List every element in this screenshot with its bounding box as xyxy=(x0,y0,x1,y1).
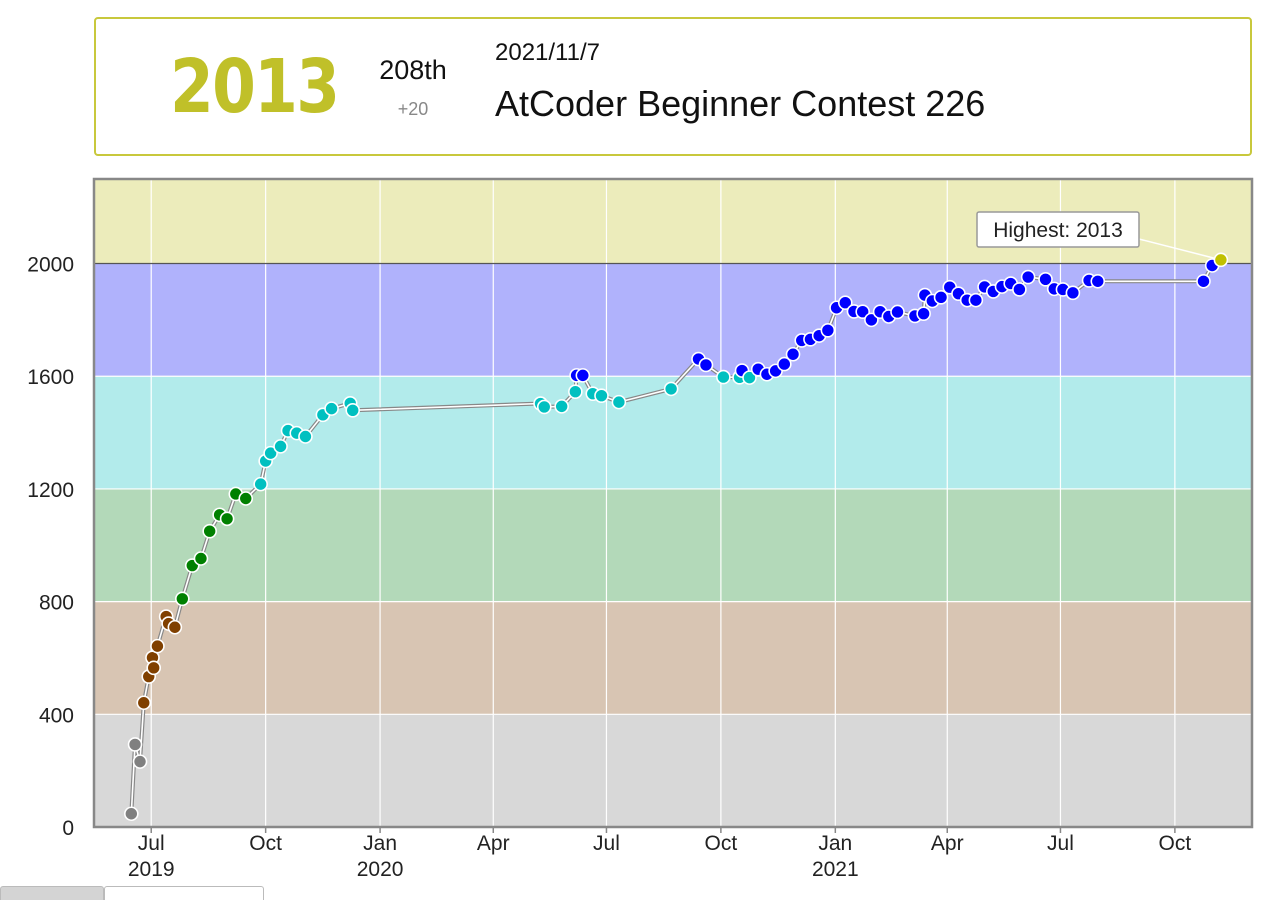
rating-point xyxy=(742,370,757,385)
rating-point xyxy=(298,429,313,444)
plot-frame xyxy=(92,177,1254,829)
x-tick-label: Apr xyxy=(477,832,510,855)
rating-point xyxy=(1038,271,1053,287)
rating-point xyxy=(777,356,792,372)
y-tick-label: 1200 xyxy=(27,479,74,502)
rating-point xyxy=(536,399,552,415)
x-tick-label: Jan xyxy=(818,832,852,855)
rating-band-brown xyxy=(94,601,1252,715)
bottom-tab-strip xyxy=(0,886,264,900)
y-tick-label: 0 xyxy=(62,817,74,840)
highest-tooltip-label: Highest: 2013 xyxy=(993,219,1123,242)
y-tick-label: 2000 xyxy=(27,254,74,277)
x-tick-label: Jul xyxy=(1047,832,1074,855)
rating-point xyxy=(124,806,139,822)
rating-point xyxy=(202,523,217,539)
rating-point xyxy=(1012,282,1027,297)
tab-right[interactable] xyxy=(104,886,264,900)
rating-point xyxy=(193,551,209,566)
x-tick-label: Jul xyxy=(593,832,620,855)
contest-rank: 208th xyxy=(379,55,447,85)
rating-point xyxy=(167,619,183,635)
x-tick-label: Oct xyxy=(705,832,738,855)
rating-point xyxy=(263,445,278,461)
rating-point xyxy=(146,660,162,676)
x-tick-label: Jan xyxy=(363,832,397,855)
rating-point xyxy=(785,346,801,362)
y-tick-label: 1600 xyxy=(27,366,74,389)
y-tick-label: 400 xyxy=(39,704,74,727)
highest-tooltip-box xyxy=(976,211,1140,248)
y-tick-label: 800 xyxy=(39,592,74,615)
rating-point xyxy=(150,638,165,654)
rating-point xyxy=(568,384,583,400)
x-tick-label: Jul xyxy=(138,832,165,855)
contest-date: 2021/11/7 xyxy=(495,39,600,66)
rating-point xyxy=(594,388,609,403)
rating-point xyxy=(127,737,143,752)
contest-summary-card: 2013 208th +20 2021/11/7 AtCoder Beginne… xyxy=(94,17,1252,156)
rating-point xyxy=(253,476,268,492)
rating-point xyxy=(716,369,731,385)
rating-point xyxy=(219,511,235,527)
rating-point xyxy=(864,312,879,328)
x-tick-label: Oct xyxy=(1159,832,1192,855)
rating-point xyxy=(575,368,591,383)
rating-point xyxy=(611,394,627,410)
rating-point xyxy=(890,304,905,320)
rating-point xyxy=(1090,273,1106,289)
rating-point xyxy=(855,304,870,319)
contest-name: AtCoder Beginner Contest 226 xyxy=(495,83,986,124)
rating-band-gray xyxy=(94,714,1252,827)
rating-point xyxy=(1065,285,1081,301)
rating-band-blue xyxy=(94,263,1252,377)
rating-point xyxy=(345,403,361,418)
rating-point xyxy=(916,306,931,321)
rating-point xyxy=(1196,273,1211,289)
rating-point xyxy=(933,290,949,305)
x-tick-label: Apr xyxy=(931,832,964,855)
rating-point xyxy=(554,399,569,414)
rating-diff: +20 xyxy=(397,99,429,119)
rating-point xyxy=(820,322,836,338)
rating-point xyxy=(175,591,190,607)
x-year-label: 2020 xyxy=(357,858,404,881)
highest-connector xyxy=(1134,237,1222,261)
rating-point xyxy=(1213,252,1229,268)
rating-point xyxy=(132,754,148,769)
rating-point xyxy=(136,695,152,711)
rating-point xyxy=(968,292,984,308)
rating-point xyxy=(837,295,853,310)
x-tick-label: Oct xyxy=(249,832,282,855)
tab-left[interactable] xyxy=(0,886,104,900)
rating-point xyxy=(273,439,288,454)
rating-point xyxy=(1020,269,1036,285)
rating-point xyxy=(663,381,679,397)
x-year-label: 2021 xyxy=(812,858,859,881)
rating-point xyxy=(324,401,339,416)
rating-point xyxy=(238,491,254,506)
x-year-label: 2019 xyxy=(128,858,175,881)
rating-point xyxy=(698,357,714,373)
rating-band-green xyxy=(94,488,1252,602)
